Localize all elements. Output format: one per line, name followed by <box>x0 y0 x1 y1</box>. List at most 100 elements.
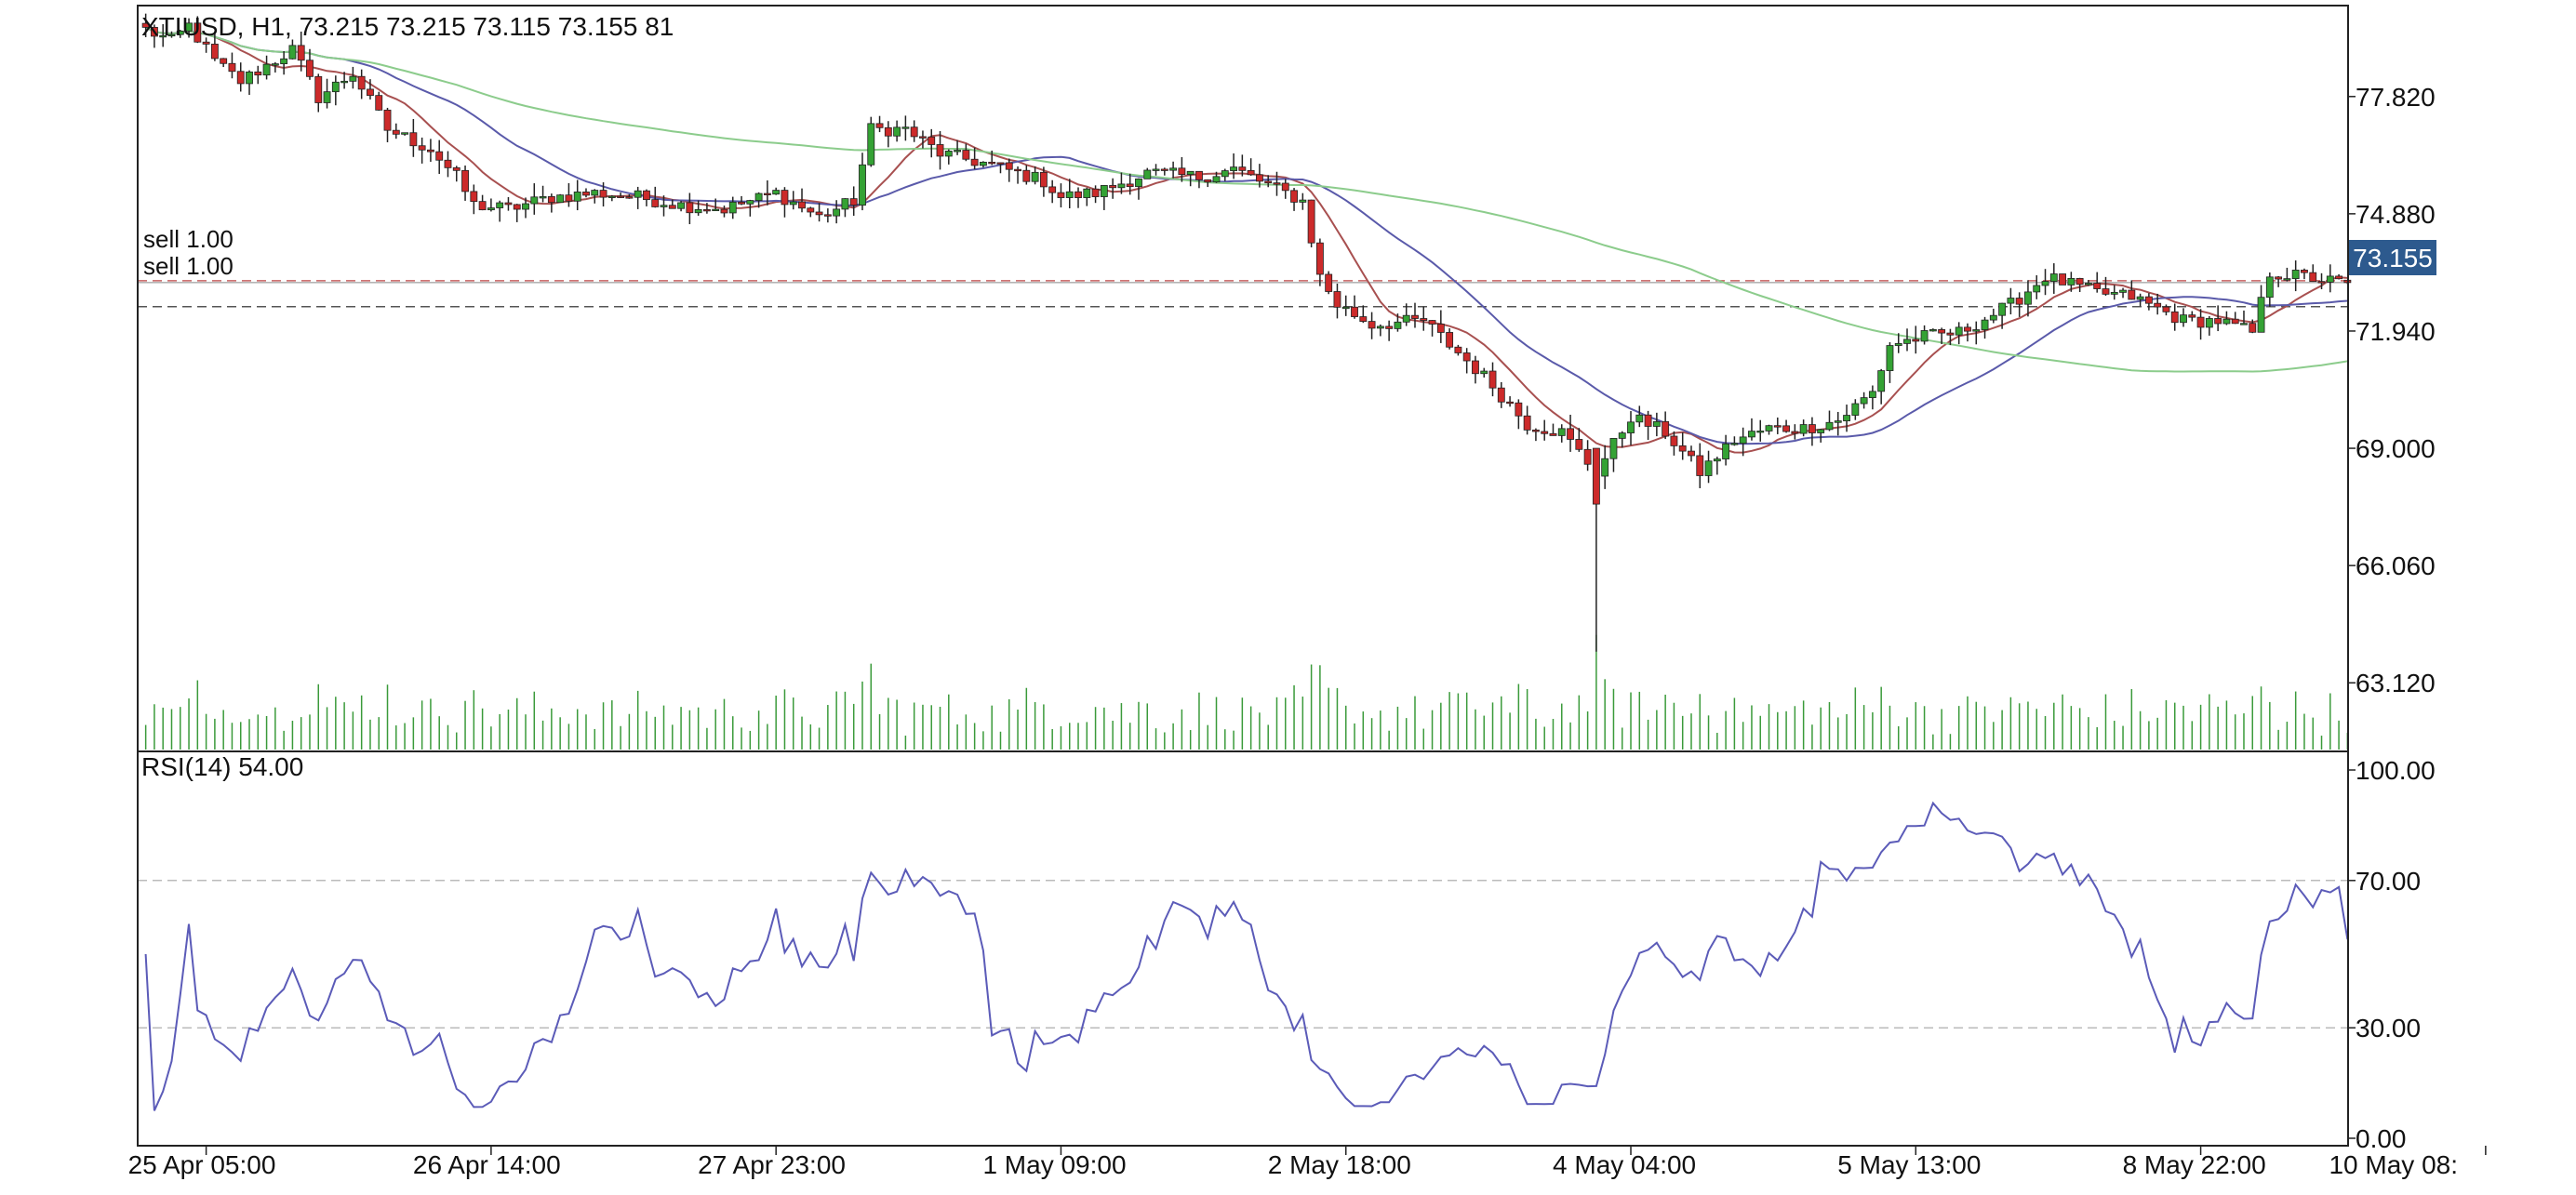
candle-body <box>1886 345 1894 371</box>
candle-body <box>2326 275 2334 283</box>
candle <box>1644 410 1652 440</box>
candle-body <box>625 196 634 199</box>
candle <box>1031 166 1039 185</box>
price-axis: 77.820 74.880 71.940 69.000 66.060 63.120 <box>2348 83 2436 697</box>
candle <box>1299 193 1307 210</box>
candle <box>1005 158 1013 182</box>
candle-body <box>1100 185 1108 197</box>
candle <box>2059 273 2067 285</box>
candle <box>1238 154 1247 177</box>
candle <box>875 115 884 133</box>
rsi-panel-frame <box>137 750 2349 1147</box>
candle-body <box>254 71 262 76</box>
candle-body <box>1022 169 1031 182</box>
candle <box>1212 171 1221 183</box>
candle-body <box>1411 314 1419 319</box>
candle-body <box>1238 166 1247 171</box>
candle <box>962 143 970 162</box>
candle-body <box>2007 298 2015 304</box>
candle-body <box>1351 306 1358 317</box>
time-tick-label: 1 May 09:00 <box>982 1150 1126 1179</box>
candle <box>582 188 590 198</box>
candle <box>1851 399 1860 420</box>
price-tick-label: 63.120 <box>2356 669 2436 697</box>
candle-body <box>513 204 521 210</box>
candle-body <box>728 201 737 214</box>
candle <box>2222 311 2231 325</box>
candle <box>2291 260 2300 292</box>
candle-body <box>547 196 555 204</box>
candle-body <box>617 195 625 198</box>
candle-body <box>1644 414 1652 427</box>
candle-body <box>573 192 581 202</box>
candle <box>754 192 763 208</box>
candle-body <box>1402 314 1410 323</box>
current-price-badge <box>2349 240 2436 275</box>
candle-body <box>1592 447 1600 505</box>
candle-body <box>2162 306 2170 312</box>
candle <box>513 204 521 222</box>
candle-body <box>2033 285 2041 293</box>
candle <box>435 139 444 175</box>
candle <box>1014 166 1021 184</box>
candle <box>2119 287 2127 299</box>
candle-body <box>280 58 288 65</box>
candle <box>1782 419 1791 433</box>
candle-body <box>1799 424 1808 434</box>
candle <box>1920 325 1929 345</box>
candle <box>1662 411 1670 440</box>
candle-body <box>1730 443 1739 445</box>
candle <box>141 13 150 37</box>
candle <box>1186 170 1195 187</box>
candle <box>1670 431 1678 456</box>
candle <box>910 120 918 142</box>
candle-body <box>2144 296 2153 304</box>
rsi-plot[interactable] <box>138 801 2349 1111</box>
candle <box>2041 269 2049 296</box>
candle-body <box>297 45 305 61</box>
candle <box>1808 417 1816 446</box>
candle <box>1428 320 1436 337</box>
candle <box>2136 293 2144 307</box>
candle-body <box>789 201 797 206</box>
candle-body <box>150 27 158 37</box>
candle-body <box>1670 435 1678 446</box>
time-tick-label: 27 Apr 23:00 <box>698 1150 846 1179</box>
candle-body <box>875 123 884 128</box>
candle-body <box>288 45 297 60</box>
candle-body <box>1989 314 1997 321</box>
candle <box>798 188 806 213</box>
candle <box>660 195 668 217</box>
price-tick-label: 74.880 <box>2356 200 2436 229</box>
candle <box>228 52 236 79</box>
candle <box>1281 179 1289 199</box>
candle <box>746 199 754 217</box>
candle-body <box>1039 171 1048 188</box>
candle-body <box>2093 283 2102 289</box>
candle <box>1083 187 1091 206</box>
candle <box>2075 277 2084 293</box>
candle <box>262 55 271 80</box>
candle <box>392 123 400 139</box>
candle-body <box>271 63 279 66</box>
candle <box>1549 423 1557 436</box>
candle-body <box>1748 431 1755 438</box>
candle <box>383 107 392 142</box>
time-tick-label: 25 Apr 05:00 <box>128 1150 276 1179</box>
candle-body <box>565 194 573 202</box>
price-plot[interactable] <box>141 13 2352 750</box>
candle-body <box>504 202 513 206</box>
time-tick-label: 4 May 04:00 <box>1553 1150 1696 1179</box>
candle-body <box>1894 342 1902 346</box>
candle <box>936 131 944 170</box>
candle-body <box>1230 166 1238 171</box>
candle-body <box>1428 320 1436 325</box>
candle <box>1143 167 1152 179</box>
candle <box>367 79 374 100</box>
candle <box>694 200 702 216</box>
candle <box>2110 285 2118 300</box>
candle-body <box>1868 391 1876 399</box>
candle-body <box>1601 458 1609 477</box>
candle-body <box>2291 270 2300 280</box>
